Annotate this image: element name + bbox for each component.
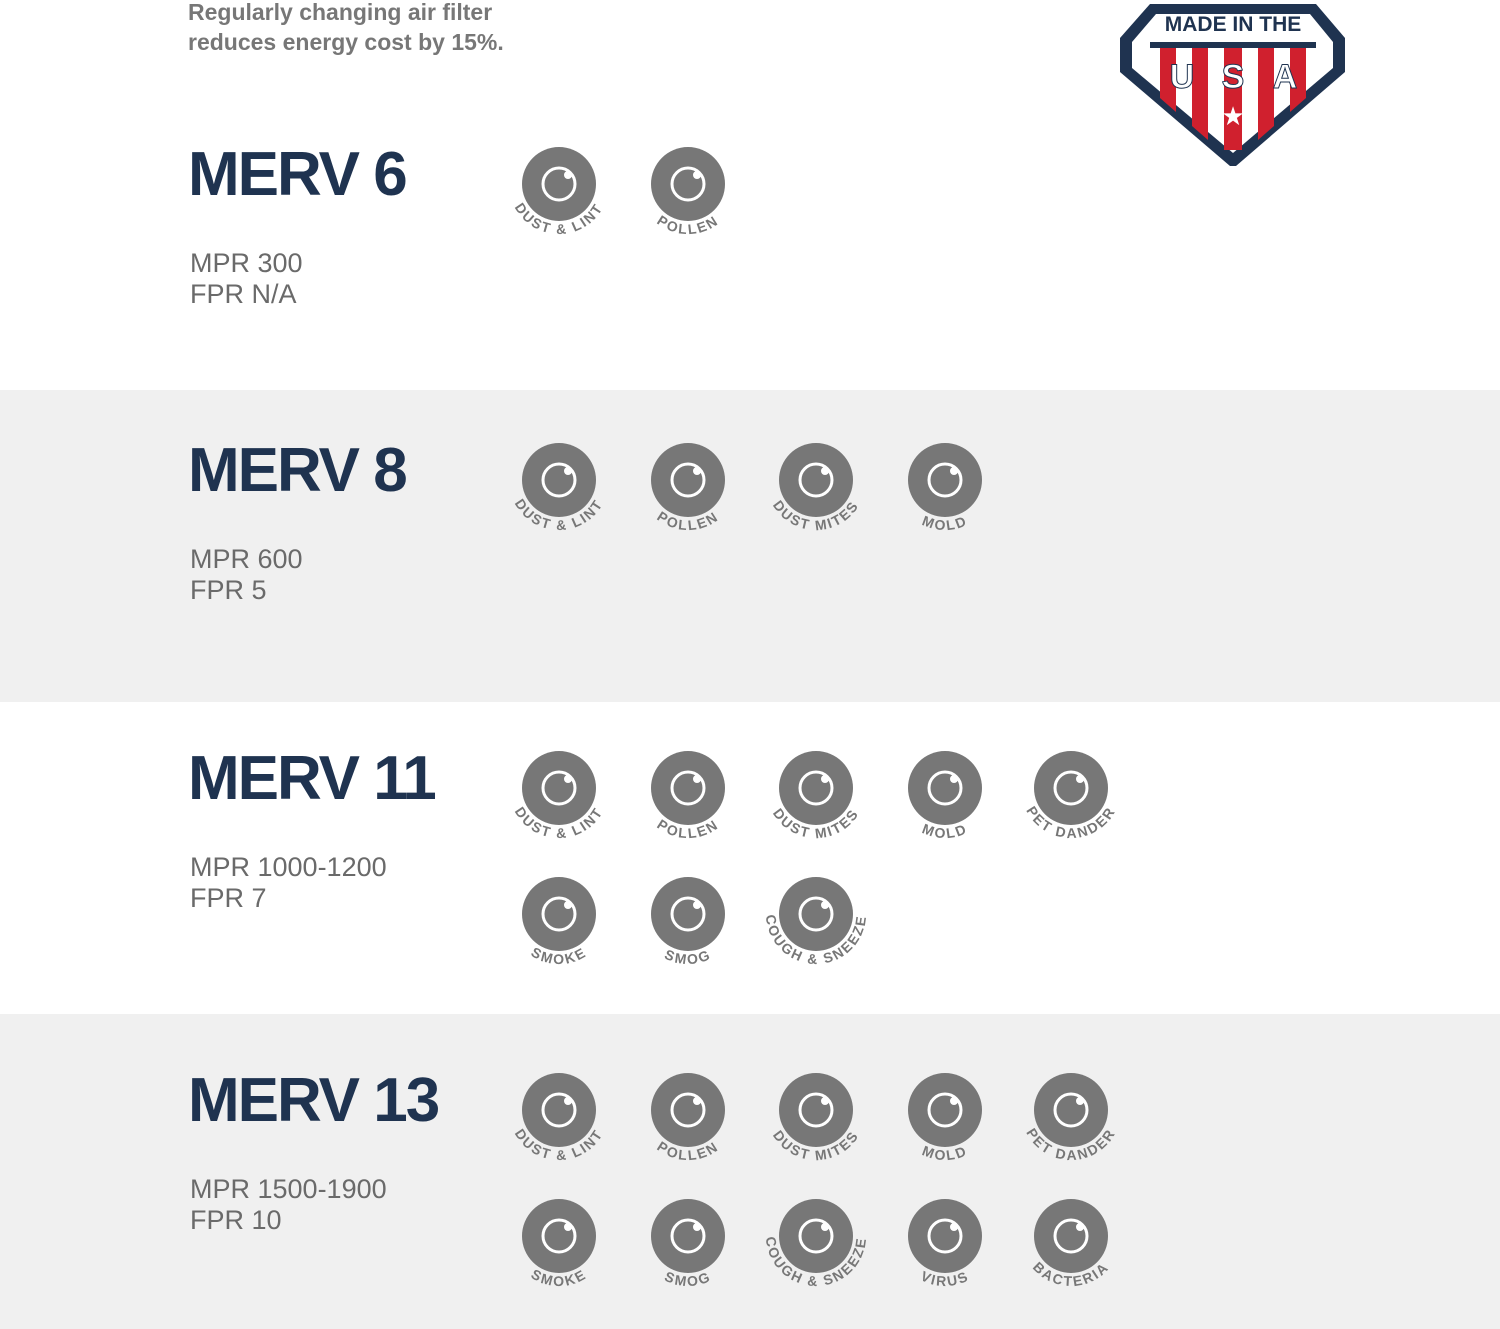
filter-icon	[651, 751, 725, 825]
icon-label-text: SMOKE	[529, 944, 588, 967]
filter-icon	[779, 1073, 853, 1147]
note-line: Regularly changing air filter	[188, 0, 492, 25]
band	[0, 1014, 1500, 1329]
filter-icon	[522, 877, 596, 951]
icon-label: SMOKE	[529, 944, 590, 967]
merv-title: MERV 11	[188, 744, 435, 813]
merv-title: MERV 13	[188, 1066, 439, 1135]
icon-label-text: SMOG	[662, 1268, 711, 1289]
mpr: MPR 600	[190, 544, 303, 574]
filter-icon	[1034, 751, 1108, 825]
usa-badge	[1120, 4, 1345, 166]
badge-letter: U	[1170, 58, 1195, 96]
note-line: reduces energy cost by 15%.	[188, 29, 504, 55]
icon-label-text: MOLD	[920, 820, 968, 841]
filter-icon	[1034, 1073, 1108, 1147]
mpr: MPR 1500-1900	[190, 1174, 387, 1204]
mpr: MPR 1000-1200	[190, 852, 387, 882]
merv-title: MERV 8	[188, 436, 406, 505]
filter-icon	[779, 751, 853, 825]
filter-icon	[651, 147, 725, 221]
filter-icon	[908, 443, 982, 517]
icon-label-text: MOLD	[920, 512, 968, 533]
badge-letter: S	[1222, 58, 1245, 96]
badge-star: ★	[1221, 101, 1244, 131]
icon-label: MOLD	[920, 1142, 970, 1163]
icon-label: SMOG	[662, 1268, 713, 1289]
filter-icon	[522, 751, 596, 825]
filter-icon	[651, 1073, 725, 1147]
fpr: FPR 7	[190, 883, 267, 913]
badge-top: MADE IN THE	[1165, 13, 1302, 36]
filter-icon	[522, 1199, 596, 1273]
icon-label-text: VIRUS	[918, 1268, 969, 1290]
filter-icon	[651, 1199, 725, 1273]
icon-label: MOLD	[920, 512, 970, 533]
filter-icon	[522, 443, 596, 517]
filter-icon	[522, 147, 596, 221]
filter-icon	[779, 443, 853, 517]
filter-icon	[651, 877, 725, 951]
filter-icon	[908, 751, 982, 825]
filter-icon	[908, 1073, 982, 1147]
icon-label: SMOKE	[529, 1266, 590, 1289]
fpr: FPR 5	[190, 575, 267, 605]
fpr: FPR N/A	[190, 279, 297, 309]
badge-letter: A	[1273, 58, 1298, 96]
merv-title: MERV 6	[188, 140, 406, 209]
filter-icon	[908, 1199, 982, 1273]
filter-icon	[1034, 1199, 1108, 1273]
icon-label-text: MOLD	[920, 1142, 968, 1163]
fpr: FPR 10	[190, 1205, 282, 1235]
icon-label: MOLD	[920, 820, 970, 841]
mpr: MPR 300	[190, 248, 303, 278]
filter-icon	[522, 1073, 596, 1147]
filter-icon	[779, 877, 853, 951]
icon-label: VIRUS	[918, 1268, 971, 1290]
filter-icon	[651, 443, 725, 517]
icon-label-text: SMOKE	[529, 1266, 588, 1289]
icon-label-text: SMOG	[662, 946, 711, 967]
icon-label: SMOG	[662, 946, 713, 967]
band	[0, 390, 1500, 702]
filter-icon	[779, 1199, 853, 1273]
